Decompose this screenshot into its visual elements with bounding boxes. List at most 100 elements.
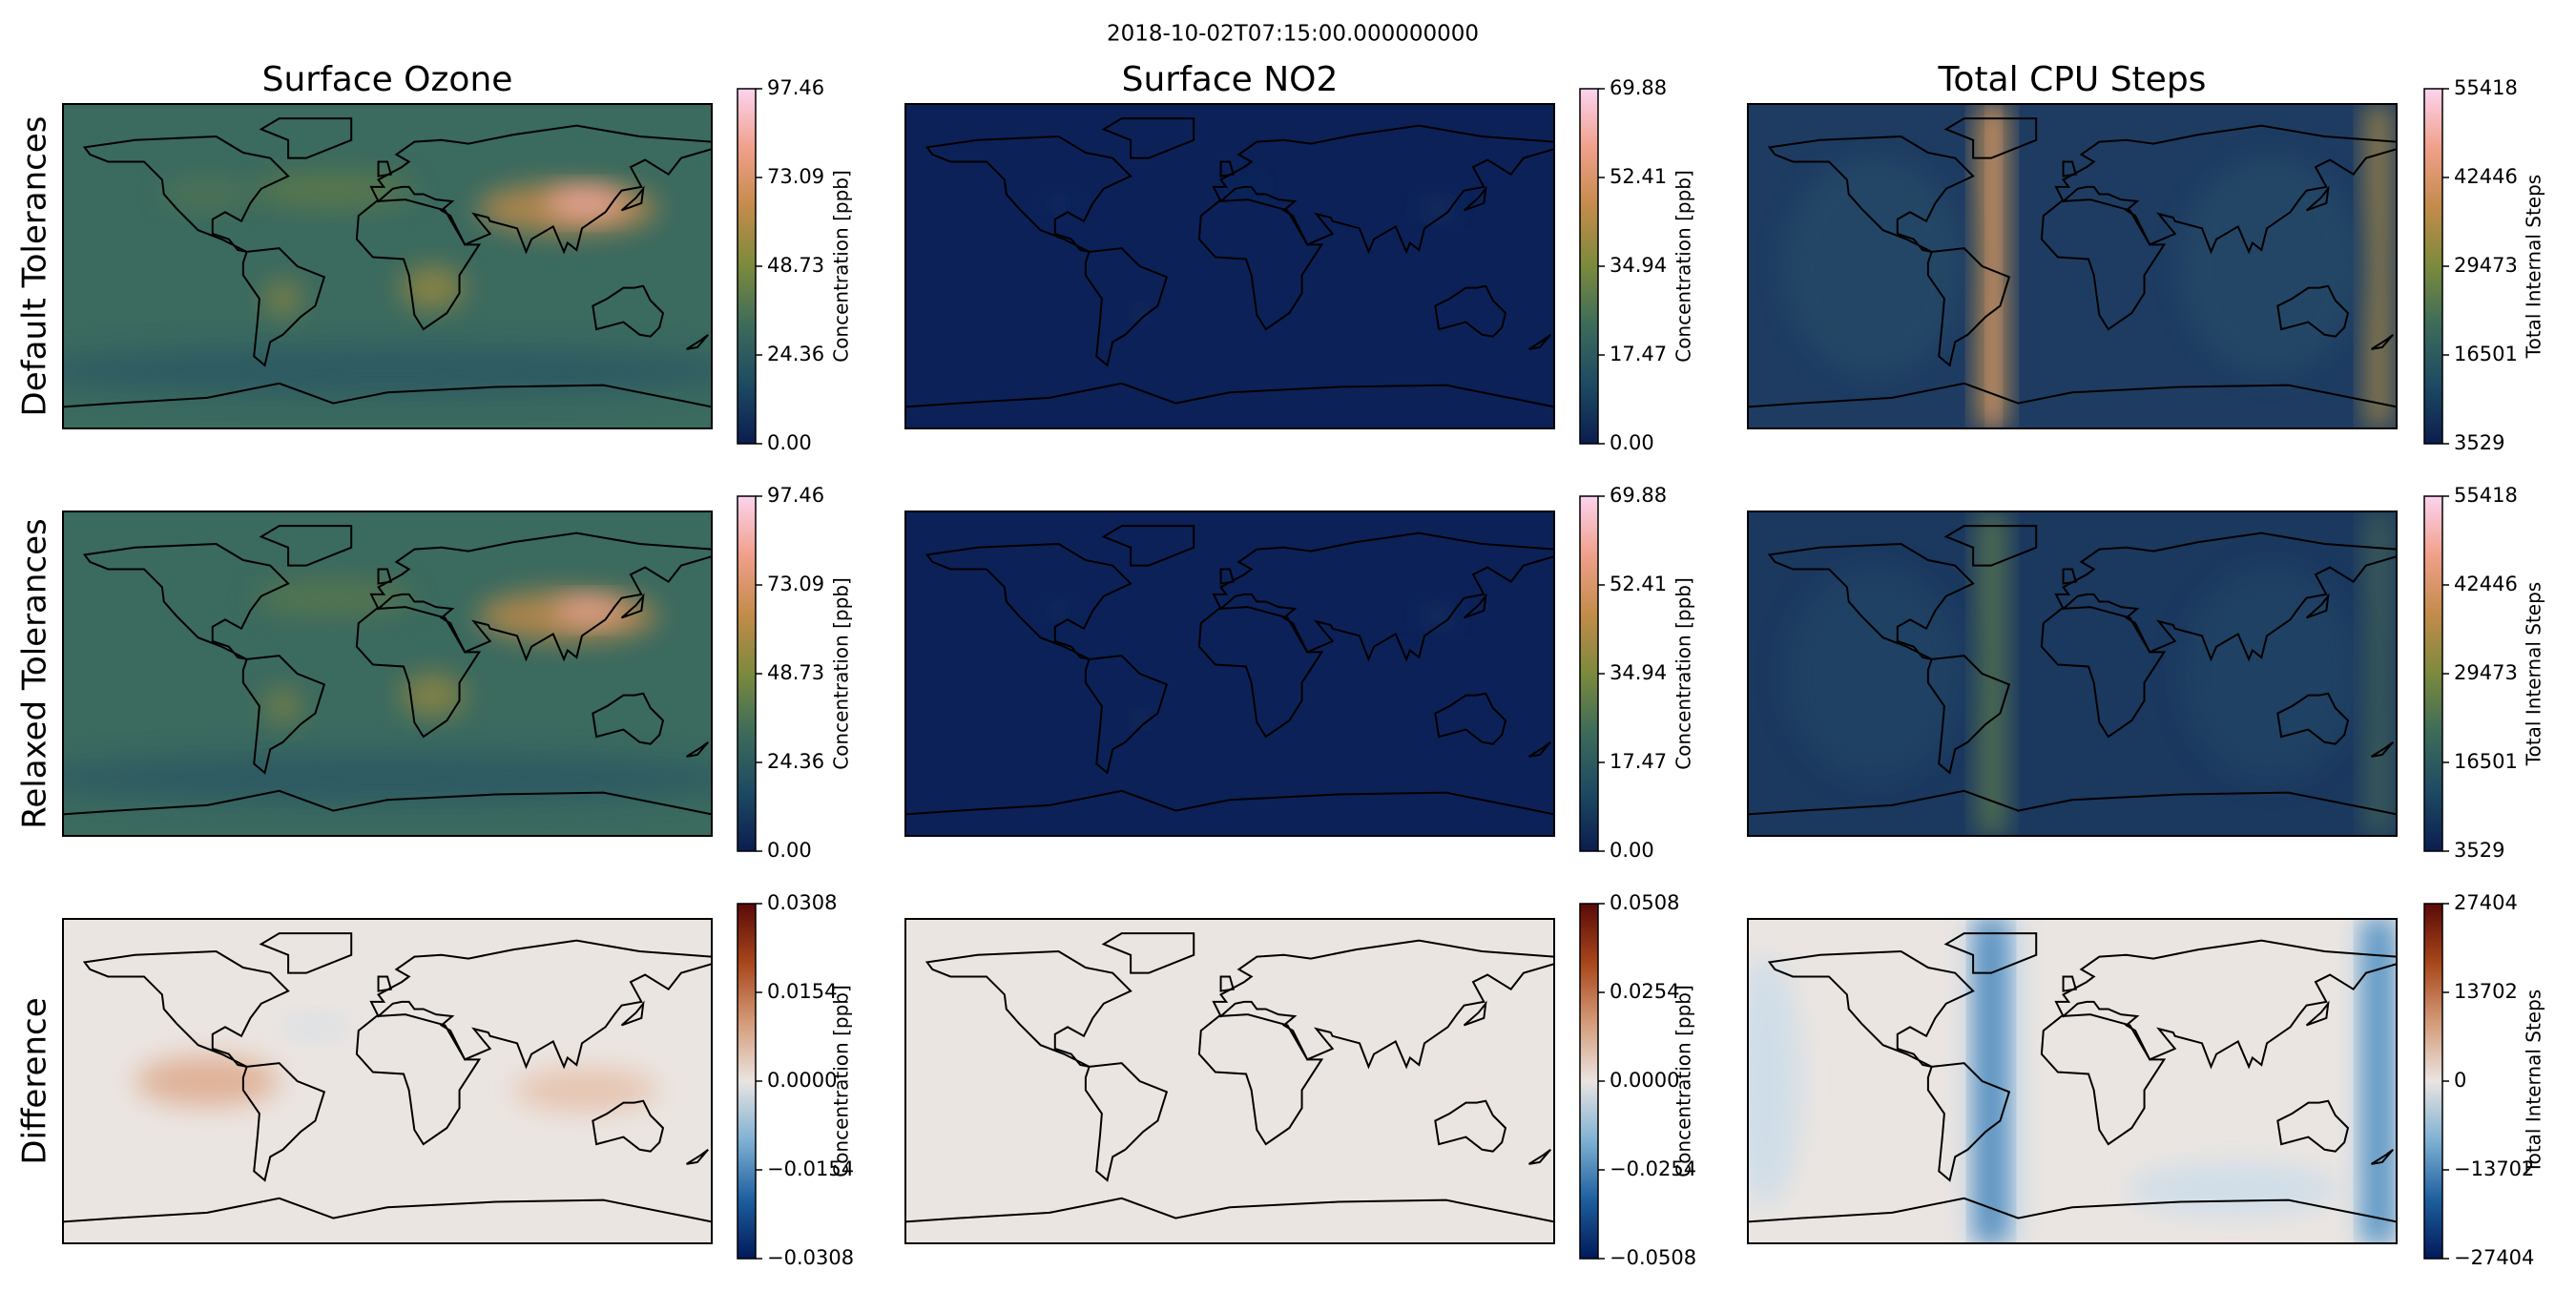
- column-title: Surface Ozone: [262, 60, 513, 99]
- map-band: [1989, 104, 1999, 428]
- map-panel: [1748, 919, 2397, 1243]
- map-field: [905, 511, 1554, 836]
- map-panel: [905, 104, 1554, 428]
- colorbar-tick-label: 69.88: [1610, 484, 1667, 507]
- map-blob: [252, 579, 415, 616]
- colorbar: [2423, 88, 2443, 445]
- colorbar-tick-label: 55418: [2454, 76, 2518, 99]
- map-panel: [905, 919, 1554, 1243]
- map-blob: [2180, 565, 2361, 782]
- colorbar-tick-label: 0.0000: [1610, 1069, 1679, 1092]
- colorbar-tick-label: 42446: [2454, 165, 2518, 188]
- colorbar-tick-label: 97.46: [767, 484, 824, 507]
- map-panel: [63, 511, 712, 836]
- map-frame: [62, 103, 713, 429]
- map-blob: [1048, 603, 1070, 618]
- colorbar-tick-label: 52.41: [1610, 165, 1667, 188]
- colorbar-tick-label: 3529: [2454, 431, 2504, 454]
- colorbar-tick-label: −0.0154: [767, 1157, 854, 1180]
- map-panel: [905, 511, 1554, 836]
- colorbar-tick-label: 0.0154: [767, 980, 837, 1003]
- colorbar-tick-label: 34.94: [1610, 254, 1667, 277]
- colorbar-tick-label: 73.09: [767, 573, 824, 595]
- colorbar: [737, 495, 757, 852]
- map-band: [2365, 511, 2392, 836]
- colorbar-label: Concentration [ppb]: [830, 985, 853, 1177]
- map-frame: [904, 918, 1555, 1244]
- column-title: Surface NO2: [1122, 60, 1339, 99]
- colorbar-tick-label: 0.0308: [767, 891, 837, 914]
- colorbar-tick-label: 0.00: [767, 839, 812, 862]
- colorbar-tick-label: 29473: [2454, 661, 2518, 684]
- map-blob: [1783, 157, 1964, 375]
- colorbar-label: Concentration [ppb]: [1672, 985, 1695, 1177]
- map-blob: [1783, 565, 1964, 782]
- colorbar-tick-label: −0.0308: [767, 1246, 854, 1269]
- map-field: [905, 919, 1554, 1243]
- colorbar-label: Concentration [ppb]: [1672, 170, 1695, 363]
- colorbar-label: Total Internal Steps: [2523, 175, 2545, 359]
- colorbar-tick-label: 0.00: [1610, 431, 1654, 454]
- map-blob: [279, 1016, 352, 1038]
- map-blob: [161, 179, 253, 209]
- colorbar-label: Total Internal Steps: [2523, 990, 2545, 1174]
- map-band: [2365, 919, 2392, 1243]
- colorbar-tick-label: 48.73: [767, 254, 824, 277]
- map-blob: [1233, 177, 1262, 193]
- colorbar: [1579, 88, 1599, 445]
- map-blob: [2126, 1162, 2343, 1217]
- colorbar-tick-label: 69.88: [1610, 76, 1667, 99]
- colorbar-tick-label: 73.09: [767, 165, 824, 188]
- map-frame: [62, 918, 713, 1244]
- map-field: [905, 104, 1554, 428]
- colorbar-tick-label: 0.0508: [1610, 891, 1679, 914]
- colorbar-tick-label: 48.73: [767, 661, 824, 684]
- colorbar-tick-label: 55418: [2454, 484, 2518, 507]
- colorbar-tick-label: 27404: [2454, 891, 2518, 914]
- colorbar-tick-label: −27404: [2454, 1246, 2534, 1269]
- map-panel: [1748, 104, 2397, 428]
- map-frame: [904, 103, 1555, 429]
- colorbar-label: Concentration [ppb]: [1672, 577, 1695, 770]
- map-blob: [1748, 954, 1802, 1208]
- map-frame: [904, 511, 1555, 837]
- colorbar-tick-label: 24.36: [767, 750, 824, 773]
- colorbar-tick-label: 34.94: [1610, 661, 1667, 684]
- colorbar-tick-label: 13702: [2454, 980, 2518, 1003]
- colorbar-tick-label: 0.0254: [1610, 980, 1679, 1003]
- map-blob: [513, 1068, 658, 1113]
- map-frame: [1747, 918, 2398, 1244]
- map-blob: [135, 1055, 280, 1107]
- colorbar-tick-label: 0: [2454, 1069, 2466, 1092]
- map-blob: [400, 674, 466, 718]
- map-blob: [63, 753, 712, 803]
- map-band: [2365, 104, 2392, 428]
- colorbar: [737, 88, 757, 445]
- colorbar-tick-label: 16501: [2454, 750, 2518, 773]
- colorbar-tick-label: 0.0000: [767, 1069, 837, 1092]
- colorbar-tick-label: 97.46: [767, 76, 824, 99]
- colorbar-tick-label: 3529: [2454, 839, 2504, 862]
- map-panel: [63, 104, 712, 428]
- colorbar-tick-label: 0.00: [767, 431, 812, 454]
- map-blob: [2180, 157, 2361, 375]
- colorbar-tick-label: 17.47: [1610, 343, 1667, 365]
- colorbar-tick-label: −0.0508: [1610, 1246, 1696, 1269]
- colorbar-tick-label: 52.41: [1610, 573, 1667, 595]
- column-title: Total CPU Steps: [1938, 60, 2207, 99]
- map-blob: [252, 172, 415, 209]
- map-blob: [1133, 305, 1146, 317]
- colorbar-tick-label: 17.47: [1610, 750, 1667, 773]
- row-label: Relaxed Tolerances: [16, 518, 54, 829]
- colorbar-tick-label: 29473: [2454, 254, 2518, 277]
- row-label: Default Tolerances: [16, 116, 54, 417]
- map-blob: [1133, 713, 1146, 724]
- colorbar-tick-label: 42446: [2454, 573, 2518, 595]
- colorbar-label: Concentration [ppb]: [830, 170, 853, 363]
- suptitle: 2018-10-02T07:15:00.000000000: [1107, 22, 1479, 47]
- map-frame: [1747, 511, 2398, 837]
- map-blob: [264, 688, 301, 724]
- colorbar-label: Total Internal Steps: [2523, 582, 2545, 766]
